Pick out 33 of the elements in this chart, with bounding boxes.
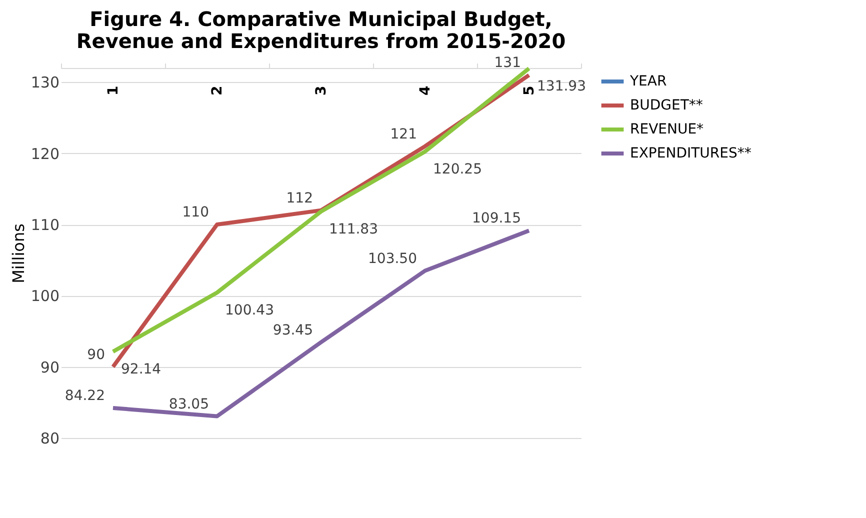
data-label: 100.43: [225, 302, 274, 319]
data-label: 112: [286, 190, 313, 206]
y-tick-label: 80: [40, 430, 60, 448]
data-label: 103.50: [368, 250, 417, 267]
text: Figure 4. Comparative Municipal Budget,: [90, 7, 552, 32]
y-tick-label: 120: [30, 144, 60, 163]
x-tick-label: 4: [418, 86, 434, 96]
data-label: 131.93: [537, 78, 586, 94]
data-label: 93.45: [272, 322, 313, 338]
data-label: 111.83: [329, 222, 378, 238]
data-label: 110: [182, 204, 209, 221]
data-label: 84.22: [64, 388, 105, 404]
data-label: 131: [494, 55, 521, 72]
x-tick-label: 3: [314, 86, 330, 96]
y-tick-label: 110: [30, 216, 60, 234]
y-tick-label: 90: [40, 358, 60, 376]
legend-label: REVENUE*: [630, 122, 704, 138]
y-axis-title: Millions: [8, 224, 28, 284]
legend-label: YEAR: [629, 74, 667, 90]
y-tick-label: 100: [30, 287, 60, 306]
data-label: 90: [87, 346, 105, 363]
x-tick-label: 1: [106, 86, 122, 96]
data-label: 109.15: [472, 210, 521, 227]
data-label: 120.25: [433, 162, 482, 178]
x-tick-label: 5: [522, 86, 538, 96]
legend-label: EXPENDITURES**: [630, 146, 752, 162]
x-tick-label: 2: [210, 86, 226, 96]
data-label: 121: [390, 126, 417, 142]
data-label: 83.05: [168, 396, 209, 412]
legend-label: BUDGET**: [630, 98, 703, 114]
text: Revenue and Expenditures from 2015-2020: [76, 29, 566, 54]
data-label: 92.14: [121, 362, 162, 378]
y-tick-label: 130: [30, 74, 60, 92]
